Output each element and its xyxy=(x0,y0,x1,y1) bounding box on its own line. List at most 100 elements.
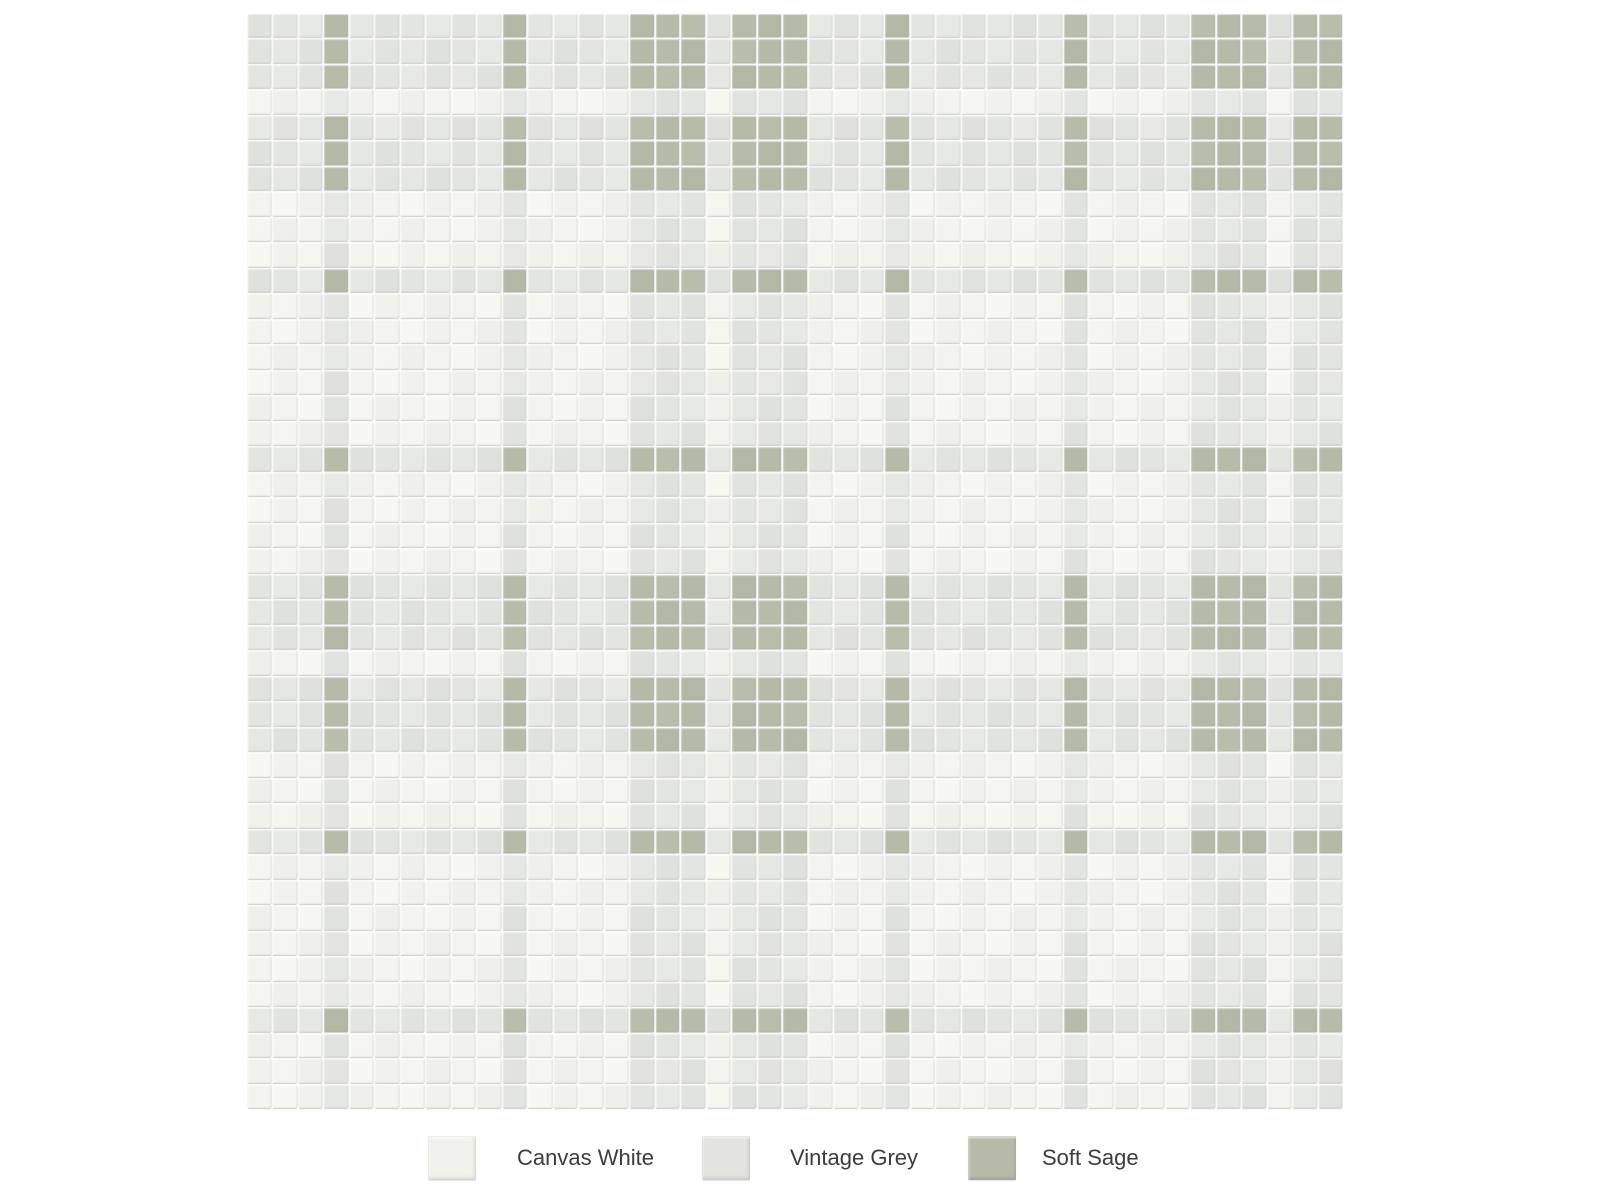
mosaic-tile-sage xyxy=(1293,574,1317,599)
mosaic-tile-white xyxy=(604,804,629,828)
mosaic-tile-white xyxy=(1267,421,1292,446)
mosaic-tile-sage xyxy=(681,115,705,140)
mosaic-tile-grey xyxy=(630,957,654,981)
mosaic-tile-white xyxy=(1165,906,1190,930)
mosaic-tile-grey xyxy=(1140,727,1164,752)
mosaic-tile-grey xyxy=(1114,141,1139,165)
mosaic-tile-grey xyxy=(1140,829,1164,854)
mosaic-tile-grey xyxy=(528,1008,552,1032)
mosaic-tile-sage xyxy=(1293,829,1317,854)
mosaic-tile-white xyxy=(579,1059,603,1083)
mosaic-tile-white xyxy=(808,651,833,675)
mosaic-tile-white xyxy=(298,421,323,446)
mosaic-tile-white xyxy=(987,370,1011,395)
mosaic-tile-sage xyxy=(783,268,807,293)
mosaic-tile-white xyxy=(1089,345,1113,369)
mosaic-tile-sage xyxy=(324,447,348,471)
mosaic-tile-sage xyxy=(732,447,756,471)
mosaic-tile-white xyxy=(349,778,374,803)
mosaic-tile-grey xyxy=(1293,345,1317,369)
mosaic-tile-white xyxy=(604,319,629,344)
mosaic-tile-white xyxy=(349,982,374,1007)
mosaic-tile-grey xyxy=(1012,829,1037,854)
mosaic-tile-grey xyxy=(681,192,705,216)
mosaic-tile-sage xyxy=(1063,625,1088,650)
mosaic-tile-grey xyxy=(1318,192,1342,216)
mosaic-tile-white xyxy=(1038,804,1062,828)
mosaic-tile-white xyxy=(808,880,833,905)
mosaic-tile-grey xyxy=(1012,14,1037,38)
mosaic-tile-white xyxy=(528,804,552,828)
mosaic-tile-white xyxy=(248,549,272,573)
mosaic-tile-grey xyxy=(604,14,629,38)
mosaic-tile-white xyxy=(273,396,297,420)
mosaic-tile-white xyxy=(553,498,578,522)
mosaic-tile-grey xyxy=(1165,447,1190,471)
mosaic-tile-grey xyxy=(681,651,705,675)
mosaic-tile-white xyxy=(273,294,297,318)
mosaic-tile-grey xyxy=(1114,166,1139,191)
mosaic-tile-grey xyxy=(961,166,986,191)
mosaic-tile-grey xyxy=(1216,931,1241,956)
mosaic-tile-grey xyxy=(706,625,731,650)
mosaic-tile-grey xyxy=(834,64,858,89)
mosaic-tile-grey xyxy=(1012,727,1037,752)
mosaic-tile-grey xyxy=(1191,396,1215,420)
mosaic-tile-sage xyxy=(783,829,807,854)
mosaic-tile-grey xyxy=(630,931,654,956)
mosaic-tile-white xyxy=(1114,804,1139,828)
mosaic-tile-white xyxy=(706,498,731,522)
mosaic-tile-grey xyxy=(706,447,731,471)
mosaic-tile-grey xyxy=(808,115,833,140)
mosaic-tile-grey xyxy=(579,676,603,701)
mosaic-tile-sage xyxy=(655,829,680,854)
mosaic-tile-grey xyxy=(502,345,527,369)
mosaic-tile-white xyxy=(426,931,450,956)
mosaic-tile-white xyxy=(248,396,272,420)
mosaic-tile-white xyxy=(961,982,986,1007)
mosaic-tile-grey xyxy=(1216,880,1241,905)
mosaic-tile-white xyxy=(349,549,374,573)
mosaic-tile-grey xyxy=(324,753,348,777)
mosaic-tile-grey xyxy=(1012,447,1037,471)
mosaic-tile-grey xyxy=(630,345,654,369)
mosaic-tile-white xyxy=(1140,217,1164,242)
mosaic-tile-grey xyxy=(732,243,756,267)
mosaic-tile-white xyxy=(604,396,629,420)
mosaic-tile-white xyxy=(1114,294,1139,318)
mosaic-tile-grey xyxy=(1293,549,1317,573)
mosaic-tile-white xyxy=(553,396,578,420)
mosaic-tile-white xyxy=(1038,523,1062,548)
mosaic-tile-white xyxy=(936,319,960,344)
mosaic-tile-white xyxy=(451,753,476,777)
mosaic-tile-grey xyxy=(502,804,527,828)
mosaic-tile-white xyxy=(426,472,450,497)
mosaic-tile-grey xyxy=(1216,778,1241,803)
mosaic-tile-white xyxy=(553,523,578,548)
mosaic-tile-white xyxy=(400,1033,425,1058)
mosaic-tile-grey xyxy=(1063,345,1088,369)
mosaic-tile-grey xyxy=(885,549,909,573)
mosaic-tile-sage xyxy=(1216,64,1241,89)
mosaic-tile-grey xyxy=(783,396,807,420)
mosaic-tile-white xyxy=(859,931,884,956)
mosaic-tile-white xyxy=(859,472,884,497)
mosaic-tile-white xyxy=(400,192,425,216)
mosaic-tile-white xyxy=(808,982,833,1007)
mosaic-tile-grey xyxy=(961,141,986,165)
mosaic-tile-white xyxy=(375,906,399,930)
mosaic-tile-grey xyxy=(451,600,476,624)
mosaic-tile-sage xyxy=(757,166,782,191)
mosaic-tile-sage xyxy=(1242,14,1266,38)
mosaic-tile-grey xyxy=(426,727,450,752)
mosaic-tile-white xyxy=(400,498,425,522)
mosaic-tile-grey xyxy=(885,906,909,930)
mosaic-tile-grey xyxy=(400,141,425,165)
mosaic-tile-white xyxy=(1165,294,1190,318)
mosaic-tile-grey xyxy=(298,14,323,38)
mosaic-tile-white xyxy=(451,957,476,981)
mosaic-tile-white xyxy=(349,855,374,879)
mosaic-tile-white xyxy=(1114,880,1139,905)
mosaic-tile-sage xyxy=(885,829,909,854)
mosaic-tile-grey xyxy=(1012,64,1037,89)
